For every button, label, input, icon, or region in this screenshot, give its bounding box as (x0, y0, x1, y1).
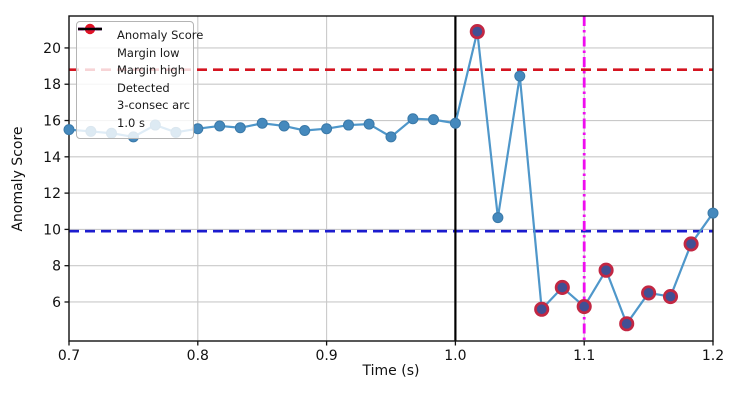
data-point-marker (256, 117, 268, 129)
x-tick-label: 1.2 (702, 348, 724, 364)
x-tick-label: 0.7 (58, 348, 80, 364)
legend-item-1-0-s: 1.0 s (78, 27, 187, 133)
y-tick-label: 18 (43, 77, 61, 93)
data-point-marker (449, 117, 461, 129)
x-tick-label: 0.9 (315, 348, 337, 364)
detected-marker (469, 24, 485, 40)
data-point-marker (385, 131, 397, 143)
detected-marker (534, 301, 550, 317)
legend-label: Margin low (117, 45, 180, 60)
legend-swatch-solid-icon (78, 27, 110, 131)
legend-item-margin-high: Margin high (78, 27, 187, 80)
detected-marker (554, 279, 570, 296)
data-point-marker (407, 113, 419, 125)
data-point-marker (321, 123, 333, 135)
legend: Anomaly Score Margin low Margin high Detect… (76, 21, 203, 139)
legend-item-margin-low: Margin low (78, 27, 187, 63)
data-point-marker (192, 123, 204, 135)
detected-marker (662, 288, 679, 305)
detected-marker (619, 316, 635, 332)
legend-label: Detected (117, 80, 170, 95)
legend-item-detected: Detected (84, 23, 187, 98)
y-tick-label: 6 (52, 295, 61, 311)
data-point-marker (363, 118, 375, 130)
detected-marker (683, 236, 699, 252)
legend-item-3-consec-arc: 3-consec arc (78, 27, 191, 115)
data-point-marker (707, 207, 719, 219)
y-tick-label: 16 (43, 114, 61, 130)
x-tick-label: 0.8 (187, 348, 209, 364)
legend-swatch-dashed-icon (78, 27, 110, 60)
y-axis-label: Anomaly Score (10, 126, 26, 232)
data-point-marker (342, 119, 354, 131)
y-tick-label: 10 (43, 222, 61, 238)
data-point-marker (428, 114, 440, 126)
legend-swatch-dot-icon (84, 23, 110, 96)
legend-label: Margin high (117, 63, 186, 78)
data-point-marker (278, 120, 290, 132)
legend-swatch-dashdot-icon (78, 27, 110, 113)
y-tick-label: 8 (52, 259, 61, 275)
x-axis-label: Time (s) (362, 363, 420, 379)
data-point-marker (63, 124, 75, 136)
x-tick-label: 1.1 (573, 348, 595, 364)
y-tick-label: 20 (43, 41, 61, 57)
y-tick-label: 14 (43, 150, 61, 166)
detected-marker (598, 262, 614, 278)
legend-label: 3-consec arc (117, 98, 191, 113)
data-point-marker (214, 120, 226, 132)
data-point-marker (514, 70, 526, 82)
x-tick-label: 1.0 (444, 348, 466, 364)
axes-spines (68, 15, 714, 342)
data-point-marker (234, 122, 246, 134)
legend-label: 1.0 s (117, 116, 145, 131)
data-point-marker (299, 125, 311, 137)
detected-marker (576, 298, 592, 315)
y-tick-label: 12 (43, 186, 61, 202)
legend-swatch-dashed-icon (78, 27, 110, 78)
data-point-marker (492, 212, 504, 224)
detected-marker (641, 285, 657, 301)
legend-label: Anomaly Score (117, 28, 204, 43)
